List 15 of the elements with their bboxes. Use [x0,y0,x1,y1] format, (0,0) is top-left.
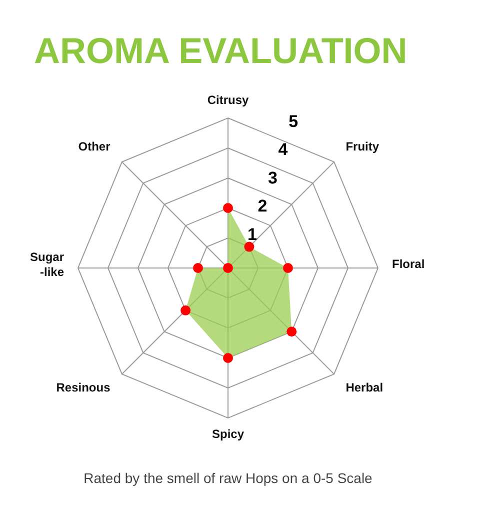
y-tick-label: 5 [288,112,298,132]
spoke-label: Herbal [346,380,384,395]
y-tick-label: 1 [248,224,257,244]
spoke-label: Resinous [56,380,111,395]
spoke-label: Other [78,139,111,154]
text: Rated by the smell of raw Hops on a 0-5 Scale [82,470,374,486]
y-tick-label: 3 [268,168,278,188]
chart-title: AROMA EVALUATION [34,30,408,72]
spoke-label: Floral [392,257,425,271]
spoke-label: Spicy [212,427,244,441]
spoke-label: Sugar-like [30,250,64,279]
spoke-label: Citrusy [207,93,249,107]
y-tick-label: 2 [258,196,268,216]
y-tick-label: 4 [278,140,288,160]
spoke-label: Fruity [346,139,380,154]
